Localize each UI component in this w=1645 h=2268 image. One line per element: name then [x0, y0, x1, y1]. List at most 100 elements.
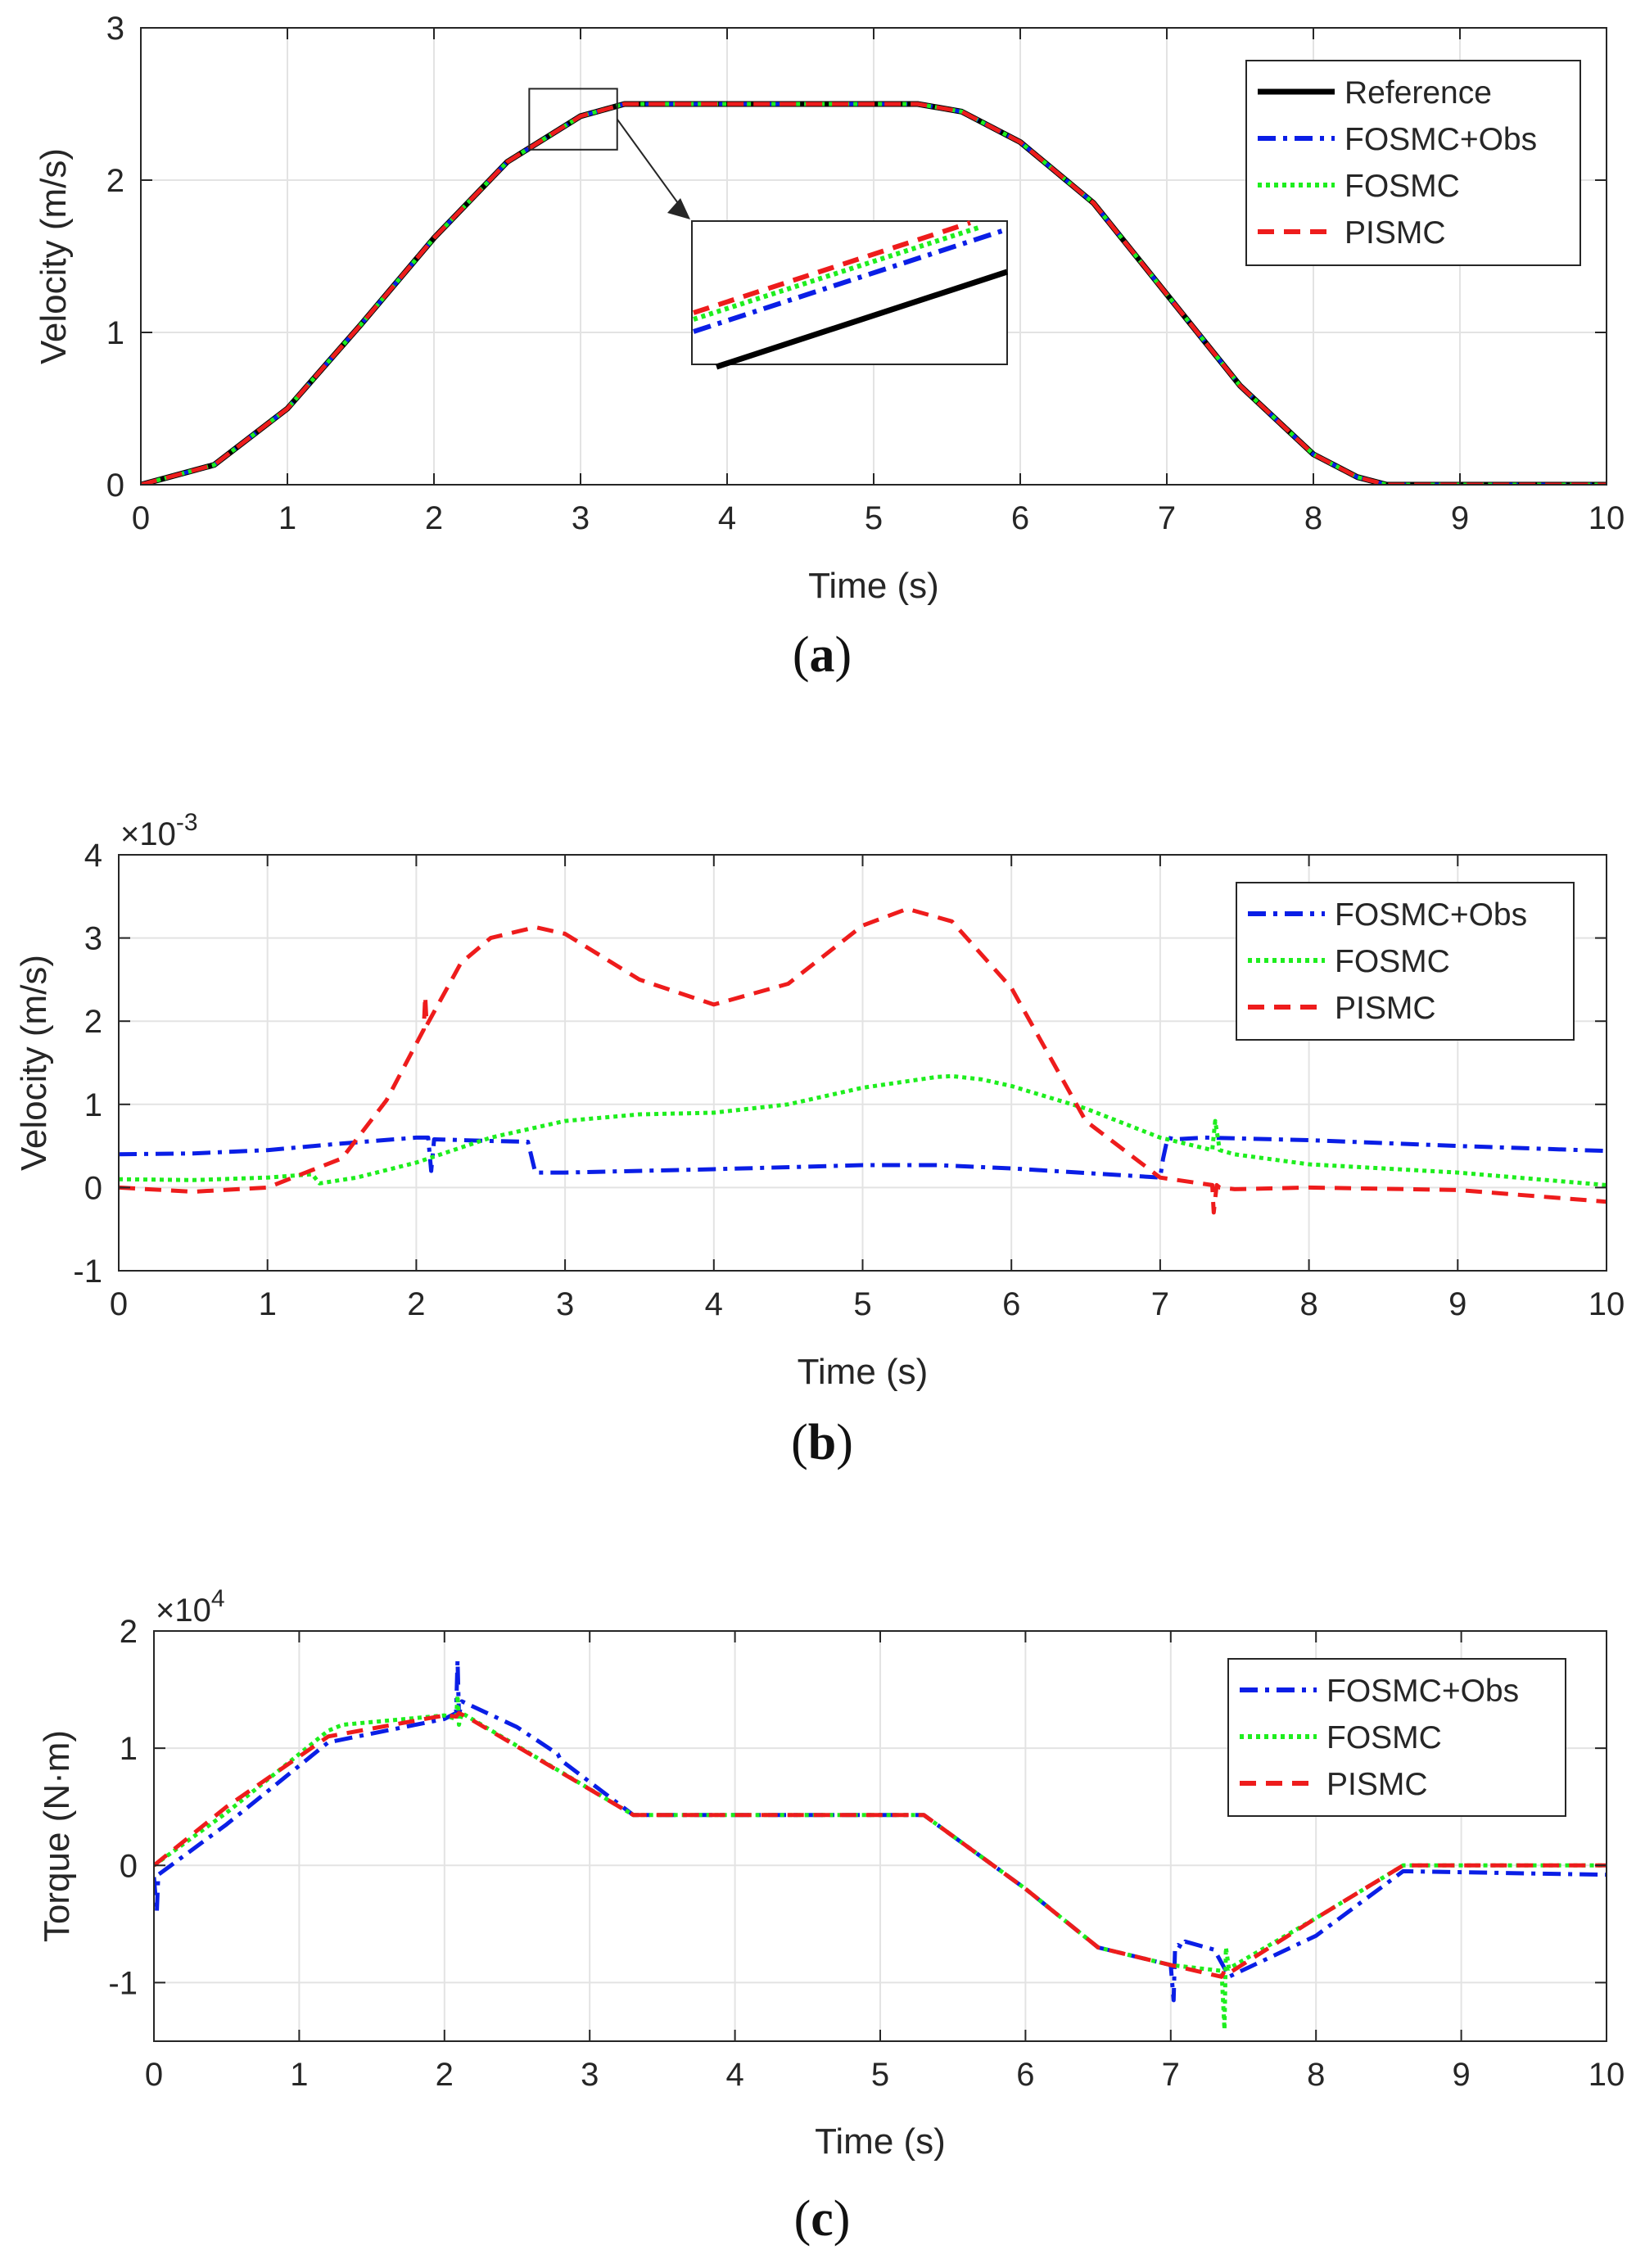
axis-multiplier: ×104: [156, 1585, 225, 1629]
y-axis-label: Velocity (m/s): [14, 955, 54, 1171]
series-line-fosmc-obs: [141, 102, 1607, 485]
legend-label: FOSMC+Obs: [1344, 122, 1537, 157]
x-tick-label: 5: [853, 1286, 871, 1322]
series-line-pismc: [154, 1710, 1607, 1979]
y-tick-label: 2: [84, 1004, 102, 1040]
series-line-pismc: [119, 906, 1607, 1215]
multiplier-base: ×10: [120, 816, 176, 852]
x-tick-label: 0: [132, 500, 150, 536]
y-tick-label: 0: [106, 468, 124, 504]
y-tick-label: 4: [84, 838, 102, 874]
legend-label: FOSMC: [1335, 944, 1450, 979]
axis-multiplier: ×10-3: [120, 809, 198, 852]
x-tick-label: 7: [1158, 500, 1176, 536]
x-tick-label: 0: [145, 2057, 163, 2093]
legend-label: PISMC: [1344, 215, 1446, 251]
inset-zoom: [528, 88, 1009, 370]
x-tick-label: 10: [1589, 1286, 1625, 1322]
x-tick-label: 6: [1011, 500, 1029, 536]
y-tick-label: 1: [84, 1087, 102, 1123]
inset-line: [693, 225, 979, 322]
y-tick-label: 0: [120, 1848, 138, 1884]
x-tick-label: 3: [572, 500, 590, 536]
series-line-fosmc-obs: [119, 1135, 1607, 1180]
y-axis-label: Velocity (m/s): [34, 148, 74, 364]
legend-label: FOSMC+Obs: [1326, 1674, 1519, 1709]
y-tick-label: 3: [84, 921, 102, 957]
x-tick-label: 10: [1589, 500, 1625, 536]
y-tick-label: -1: [108, 1965, 138, 2001]
x-tick-label: 3: [581, 2057, 599, 2093]
x-tick-label: 4: [705, 1286, 723, 1322]
y-tick-label: 3: [106, 11, 124, 47]
caption-close-paren: ): [835, 627, 852, 683]
inset-line: [715, 269, 1009, 370]
inset-line: [693, 220, 971, 315]
zoom-arrow-line: [616, 119, 689, 219]
x-axis-label: Time (s): [815, 2121, 946, 2162]
multiplier-base: ×10: [156, 1593, 211, 1629]
caption-b: (b): [791, 1415, 853, 1471]
y-tick-label: -1: [73, 1254, 102, 1290]
legend-label: FOSMC: [1326, 1720, 1442, 1755]
x-tick-label: 8: [1299, 1286, 1317, 1322]
x-tick-label: 1: [290, 2057, 308, 2093]
multiplier-exponent: -3: [176, 809, 198, 836]
caption-letter: c: [811, 2191, 834, 2247]
legend-label: PISMC: [1326, 1767, 1428, 1802]
legend: FOSMC+Obs FOSMC PISMC: [1227, 1658, 1566, 1817]
x-tick-label: 5: [865, 500, 883, 536]
chart-a: 0 1 2 3 4 5 6 7 8 9 10 0 1 2 3 Time (s) Velocity (m/s) Re…: [34, 11, 1625, 606]
x-tick-label: 1: [259, 1286, 277, 1322]
x-tick-label: 10: [1589, 2057, 1625, 2093]
y-tick-label: 0: [84, 1170, 102, 1206]
caption-open-paren: (: [794, 2191, 811, 2247]
x-tick-label: 6: [1016, 2057, 1034, 2093]
legend-box: [1245, 60, 1581, 266]
x-tick-label: 6: [1002, 1286, 1020, 1322]
x-tick-label: 9: [1451, 500, 1469, 536]
x-tick-label: 9: [1452, 2057, 1470, 2093]
x-tick-label: 0: [110, 1286, 128, 1322]
caption-open-paren: (: [793, 627, 810, 683]
legend-label: FOSMC: [1344, 169, 1460, 204]
legend: FOSMC+Obs FOSMC PISMC: [1236, 882, 1575, 1041]
multiplier-exponent: 4: [211, 1585, 225, 1612]
caption-close-paren: ): [834, 2191, 851, 2247]
y-tick-label: 2: [120, 1614, 138, 1650]
y-axis-label: Torque (N·m): [37, 1730, 77, 1942]
x-tick-label: 4: [725, 2057, 743, 2093]
x-tick-label: 4: [718, 500, 736, 536]
caption-a: (a): [793, 627, 852, 683]
x-tick-label: 8: [1304, 500, 1322, 536]
y-tick-label: 2: [106, 163, 124, 199]
legend: Reference FOSMC+Obs FOSMC PISMC: [1245, 60, 1581, 266]
legend-label: Reference: [1344, 75, 1492, 111]
caption-close-paren: ): [836, 1415, 853, 1471]
chart-c: 0 1 2 3 4 5 6 7 8 9 10 -1 0 1 2 Time (s) Torque (N·m) ×10…: [37, 1585, 1625, 2162]
series-line-fosmc: [119, 1073, 1607, 1187]
caption-letter: b: [808, 1415, 836, 1471]
series-line-pismc: [141, 102, 1607, 485]
x-tick-label: 8: [1307, 2057, 1325, 2093]
series-group: [119, 906, 1607, 1215]
x-tick-label: 2: [425, 500, 443, 536]
legend-label: PISMC: [1335, 991, 1436, 1026]
x-tick-label: 2: [407, 1286, 425, 1322]
series-group: [154, 1658, 1607, 2032]
x-tick-label: 7: [1151, 1286, 1169, 1322]
x-tick-label: 3: [556, 1286, 574, 1322]
series-group: [141, 101, 1607, 485]
x-tick-label: 7: [1162, 2057, 1180, 2093]
legend-label: FOSMC+Obs: [1335, 897, 1527, 933]
x-tick-label: 1: [278, 500, 296, 536]
inset-line: [693, 227, 1008, 334]
x-axis-label: Time (s): [808, 566, 939, 606]
zoom-arrow-head: [667, 198, 690, 219]
x-tick-label: 2: [436, 2057, 454, 2093]
x-tick-label: 5: [871, 2057, 889, 2093]
x-tick-label: 9: [1448, 1286, 1466, 1322]
caption-open-paren: (: [791, 1415, 808, 1471]
inset-box: [691, 220, 1008, 365]
